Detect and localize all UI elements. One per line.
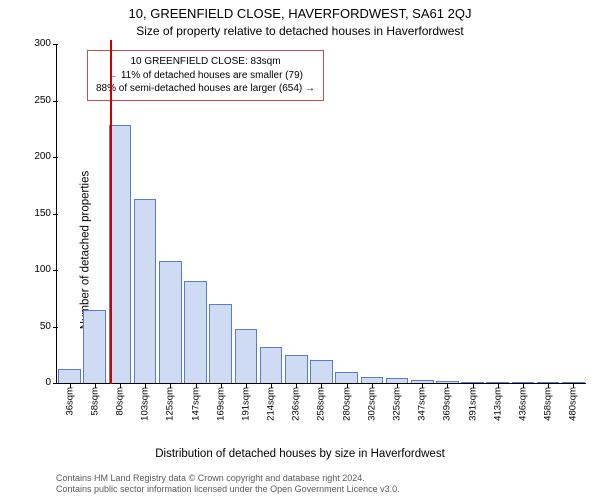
y-tick: 300 xyxy=(33,39,57,49)
bar-slot: 413sqm xyxy=(485,44,510,383)
footer-line: Contains HM Land Registry data © Crown c… xyxy=(56,473,400,485)
x-tick-mark xyxy=(372,383,373,388)
x-tick-mark xyxy=(196,383,197,388)
bar-slot: 280sqm xyxy=(334,44,359,383)
x-tick-label: 191sqm xyxy=(240,383,251,421)
annotation-line: ← 11% of detached houses are smaller (79… xyxy=(96,69,315,83)
x-tick-mark xyxy=(498,383,499,388)
x-tick-label: 147sqm xyxy=(190,383,201,421)
bar xyxy=(260,347,283,383)
x-tick-mark xyxy=(523,383,524,388)
x-tick-label: 480sqm xyxy=(568,383,579,421)
x-tick-mark xyxy=(473,383,474,388)
histogram-chart: 10, GREENFIELD CLOSE, HAVERFORDWEST, SA6… xyxy=(0,0,600,500)
x-tick-mark xyxy=(271,383,272,388)
x-tick-label: 280sqm xyxy=(341,383,352,421)
bar xyxy=(335,372,358,383)
y-tick: 200 xyxy=(33,152,57,162)
bar-slot: 480sqm xyxy=(561,44,586,383)
x-tick-label: 413sqm xyxy=(492,383,503,421)
x-tick-mark xyxy=(573,383,574,388)
chart-subtitle: Size of property relative to detached ho… xyxy=(0,24,600,38)
x-tick-mark xyxy=(221,383,222,388)
bar-slot: 302sqm xyxy=(359,44,384,383)
annotation-box: 10 GREENFIELD CLOSE: 83sqm ← 11% of deta… xyxy=(87,50,324,101)
x-tick-label: 347sqm xyxy=(417,383,428,421)
x-axis-label: Distribution of detached houses by size … xyxy=(0,448,600,460)
x-tick-mark xyxy=(347,383,348,388)
property-marker xyxy=(110,40,112,384)
bar xyxy=(134,199,157,383)
y-tick: 150 xyxy=(33,209,57,219)
x-tick-label: 258sqm xyxy=(316,383,327,421)
annotation-line: 88% of semi-detached houses are larger (… xyxy=(96,82,315,96)
x-tick-mark xyxy=(321,383,322,388)
bar-slot: 458sqm xyxy=(536,44,561,383)
y-tick: 0 xyxy=(33,378,57,388)
x-tick-mark xyxy=(120,383,121,388)
y-tick: 250 xyxy=(33,96,57,106)
bar xyxy=(310,360,333,383)
bar-slot: 369sqm xyxy=(435,44,460,383)
x-tick-label: 103sqm xyxy=(140,383,151,421)
annotation-line: 10 GREENFIELD CLOSE: 83sqm xyxy=(96,55,315,69)
bar xyxy=(159,261,182,383)
bar xyxy=(83,310,106,383)
y-tick: 50 xyxy=(33,322,57,332)
footer-line: Contains public sector information licen… xyxy=(56,484,400,496)
x-tick-mark xyxy=(70,383,71,388)
x-tick-mark xyxy=(397,383,398,388)
x-tick-mark xyxy=(246,383,247,388)
y-tick: 100 xyxy=(33,265,57,275)
bar-slot: 36sqm xyxy=(57,44,82,383)
bar-slot: 436sqm xyxy=(510,44,535,383)
x-tick-label: 125sqm xyxy=(165,383,176,421)
bar xyxy=(209,304,232,383)
x-tick-mark xyxy=(422,383,423,388)
bar xyxy=(58,369,81,383)
x-tick-mark xyxy=(95,383,96,388)
x-tick-label: 325sqm xyxy=(392,383,403,421)
x-tick-mark xyxy=(447,383,448,388)
bar-slot: 325sqm xyxy=(384,44,409,383)
x-tick-label: 302sqm xyxy=(366,383,377,421)
chart-title: 10, GREENFIELD CLOSE, HAVERFORDWEST, SA6… xyxy=(0,6,600,21)
x-tick-label: 236sqm xyxy=(291,383,302,421)
footer-attribution: Contains HM Land Registry data © Crown c… xyxy=(56,473,400,496)
bar xyxy=(235,329,258,383)
x-tick-label: 436sqm xyxy=(517,383,528,421)
x-tick-mark xyxy=(145,383,146,388)
bar xyxy=(285,355,308,383)
x-tick-label: 391sqm xyxy=(467,383,478,421)
x-tick-label: 214sqm xyxy=(266,383,277,421)
x-tick-label: 458sqm xyxy=(543,383,554,421)
x-tick-label: 369sqm xyxy=(442,383,453,421)
x-tick-mark xyxy=(296,383,297,388)
bar-slot: 391sqm xyxy=(460,44,485,383)
x-tick-mark xyxy=(548,383,549,388)
bar-slot: 347sqm xyxy=(410,44,435,383)
x-tick-label: 169sqm xyxy=(215,383,226,421)
plot-area: 36sqm58sqm80sqm103sqm125sqm147sqm169sqm1… xyxy=(56,44,586,384)
bar xyxy=(184,281,207,383)
x-tick-mark xyxy=(170,383,171,388)
